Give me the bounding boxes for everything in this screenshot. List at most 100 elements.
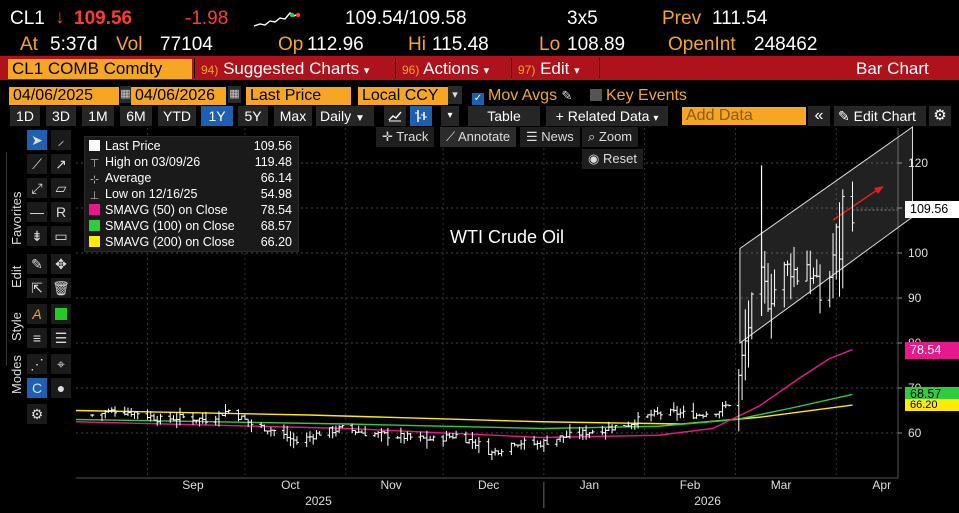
bar-chart-icon[interactable] <box>410 106 432 126</box>
annotate-icon: ⟋ <box>446 129 456 144</box>
line-tool-icon[interactable]: ⟋ <box>27 154 47 174</box>
period-3d[interactable]: 3D <box>46 106 76 126</box>
date-to-field[interactable]: 04/06/2026 <box>131 87 226 105</box>
chart-type-dropdown-icon[interactable]: ▾ <box>441 106 459 126</box>
news-label: News <box>541 129 574 144</box>
zoom-label: Zoom <box>598 129 633 144</box>
legend-item: ⊥ Low on 12/16/25 54.98 <box>89 187 296 202</box>
select-icon[interactable]: ⇱ <box>27 278 47 298</box>
divider <box>194 58 195 78</box>
edit-chart-button[interactable]: ✎ Edit Chart <box>834 106 926 126</box>
fibonacci-icon[interactable]: ⇟ <box>27 226 47 246</box>
period-5y[interactable]: 5Y <box>238 106 268 126</box>
horizontal-line-icon[interactable]: — <box>27 202 47 222</box>
x-tick-label: Feb <box>680 478 701 492</box>
vol-value: 77104 <box>160 34 213 55</box>
crosshair-mode-icon[interactable]: ⋰ <box>27 354 47 374</box>
x-tick-label: Jan <box>580 478 599 492</box>
reset-button[interactable]: ◉ Reset <box>582 149 643 169</box>
chevron-down-icon[interactable]: ▾ <box>448 86 462 104</box>
period-label: Max <box>279 108 307 124</box>
calendar-icon[interactable]: ▦ <box>228 86 241 103</box>
open-interest-value: 248462 <box>754 34 818 55</box>
chart-title: WTI Crude Oil <box>450 227 565 247</box>
date-from-field[interactable]: 04/06/2025 <box>9 87 119 105</box>
line-style-icon[interactable]: ☰ <box>51 328 71 348</box>
legend-value: 66.14 <box>260 171 292 185</box>
line-chart-icon[interactable] <box>384 106 406 126</box>
collapse-icon[interactable]: « <box>808 106 830 126</box>
frequency-select[interactable]: Daily ▼ <box>316 106 374 126</box>
brush-icon[interactable]: ✎ <box>27 254 47 274</box>
table-button[interactable]: Table <box>468 106 540 126</box>
legend-value: 119.48 <box>254 155 292 169</box>
period-1y[interactable]: 1Y <box>201 106 233 126</box>
trash-icon[interactable]: 🗑 <box>51 278 71 298</box>
chevron-down-icon: ▾ <box>483 65 490 77</box>
menu-num: 96) <box>402 63 420 77</box>
fill-color-icon[interactable] <box>51 304 71 324</box>
edit-menu[interactable]: 97) Edit ▾ <box>512 58 586 79</box>
open-label: Op <box>278 34 304 55</box>
actions-menu[interactable]: 96) Actions ▾ <box>396 58 495 79</box>
related-data-button[interactable]: + Related Data ▾ <box>546 106 668 126</box>
down-arrow-icon: ↓ <box>55 7 65 28</box>
pointer-icon[interactable]: ➤ <box>27 130 47 150</box>
suggested-charts-menu[interactable]: 94) Suggested Charts ▾ <box>195 58 376 79</box>
color-palette-icon[interactable]: ● <box>51 378 71 398</box>
ray-tool-icon[interactable]: ↗ <box>51 154 71 174</box>
period-6m[interactable]: 6M <box>120 106 152 126</box>
menu-num: 94) <box>201 63 219 77</box>
font-style-icon[interactable]: A <box>27 304 47 324</box>
cursor-mode-icon[interactable]: C <box>27 378 47 398</box>
annotate-button[interactable]: ⟋ Annotate <box>440 127 517 147</box>
draw-dropdown-icon[interactable]: ⸝ <box>51 130 71 150</box>
security-text: CL1 COMB Comdty <box>12 59 163 78</box>
period-max[interactable]: Max <box>274 106 312 126</box>
period-1m[interactable]: 1M <box>82 106 114 126</box>
trend-channel <box>739 126 914 344</box>
trend-tool-icon[interactable]: ⤢ <box>27 178 47 198</box>
chevron-down-icon: ▾ <box>574 65 580 77</box>
checkbox-checked-icon: ✓ <box>472 93 484 105</box>
add-data-input[interactable]: Add Data <box>682 107 806 125</box>
period-label: 1D <box>16 108 34 124</box>
legend-swatch <box>89 220 100 231</box>
move-icon[interactable]: ✥ <box>51 254 71 274</box>
gear-icon[interactable]: ⚙ <box>929 106 951 126</box>
crosshair-icon: ✛ <box>382 129 393 144</box>
settings-gear-icon[interactable]: ⚙ <box>27 404 47 424</box>
track-button[interactable]: ✛ Track <box>376 127 435 147</box>
key-events-toggle[interactable]: Key Events <box>590 87 687 105</box>
legend-value: 68.57 <box>260 219 292 233</box>
news-button[interactable]: ☰ News <box>520 127 580 147</box>
last-price-tag: 109.56 <box>905 201 959 218</box>
mov-avgs-toggle[interactable]: ✓ Mov Avgs ✎ <box>472 87 572 105</box>
trend-arrow-head <box>874 186 884 194</box>
add-data-placeholder: Add Data <box>686 107 753 124</box>
pencil-icon[interactable]: ✎ <box>561 88 573 103</box>
divider <box>6 152 7 366</box>
rectangle-icon[interactable]: ▭ <box>51 226 71 246</box>
period-1d[interactable]: 1D <box>10 106 40 126</box>
legend-label: Low on 12/16/25 <box>105 187 198 201</box>
magnet-icon[interactable]: ⌖ <box>51 354 71 374</box>
text-tool-icon[interactable]: R <box>51 202 71 222</box>
legend-item: Last Price 109.56 <box>89 139 296 154</box>
prev-value: 111.54 <box>712 8 768 29</box>
legend-value: 66.20 <box>260 235 292 249</box>
low-marker-icon: ⊥ <box>89 190 100 202</box>
currency-select[interactable]: Local CCY <box>358 87 448 105</box>
zoom-button[interactable]: ⌕ Zoom <box>582 127 639 147</box>
price-field-select[interactable]: Last Price <box>246 87 351 105</box>
legend-label: Last Price <box>105 139 161 153</box>
period-ytd[interactable]: YTD <box>158 106 196 126</box>
y-tick-label: 100 <box>908 246 928 260</box>
y-tick-label: 120 <box>908 156 928 170</box>
line-weight-icon[interactable]: ≡ <box>27 328 47 348</box>
channel-tool-icon[interactable]: ▱ <box>51 178 71 198</box>
checkbox-unchecked-icon <box>590 89 602 101</box>
calendar-icon[interactable]: ▦ <box>120 86 131 103</box>
security-field[interactable]: CL1 COMB Comdty <box>8 59 192 79</box>
